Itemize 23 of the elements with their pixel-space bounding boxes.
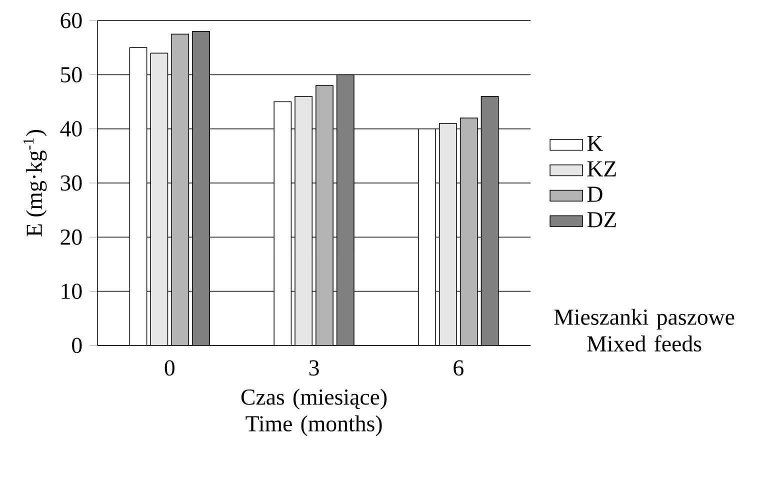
x-axis-title: Czas (miesiące) Time (months) bbox=[241, 388, 387, 436]
y-tick-label: 0 bbox=[72, 338, 82, 354]
legend-title: Mieszanki paszowe Mixed feeds bbox=[554, 308, 734, 352]
legend-label: DZ bbox=[587, 212, 616, 228]
bar bbox=[480, 96, 499, 346]
y-tick-label: 60 bbox=[60, 12, 82, 28]
bar bbox=[171, 34, 190, 346]
y-tick-label: 30 bbox=[60, 175, 82, 191]
y-tick-label: 10 bbox=[62, 283, 82, 299]
y-tick-label: 40 bbox=[60, 121, 82, 136]
y-tick-label: 50 bbox=[61, 66, 82, 82]
legend-label: D bbox=[587, 186, 602, 202]
bar bbox=[336, 74, 354, 346]
legend-label: KZ bbox=[587, 161, 616, 176]
bar bbox=[316, 85, 334, 346]
x-tick-label: 0 bbox=[164, 360, 174, 376]
x-tick-label: 3 bbox=[309, 360, 319, 376]
y-axis-title: E (mg·kg$^{-1}$) bbox=[23, 130, 47, 236]
y-tick-label: 20 bbox=[60, 229, 82, 245]
legend-label: K bbox=[587, 136, 603, 151]
x-tick-label: 6 bbox=[454, 360, 464, 376]
bar bbox=[460, 118, 478, 346]
bar bbox=[192, 30, 210, 346]
